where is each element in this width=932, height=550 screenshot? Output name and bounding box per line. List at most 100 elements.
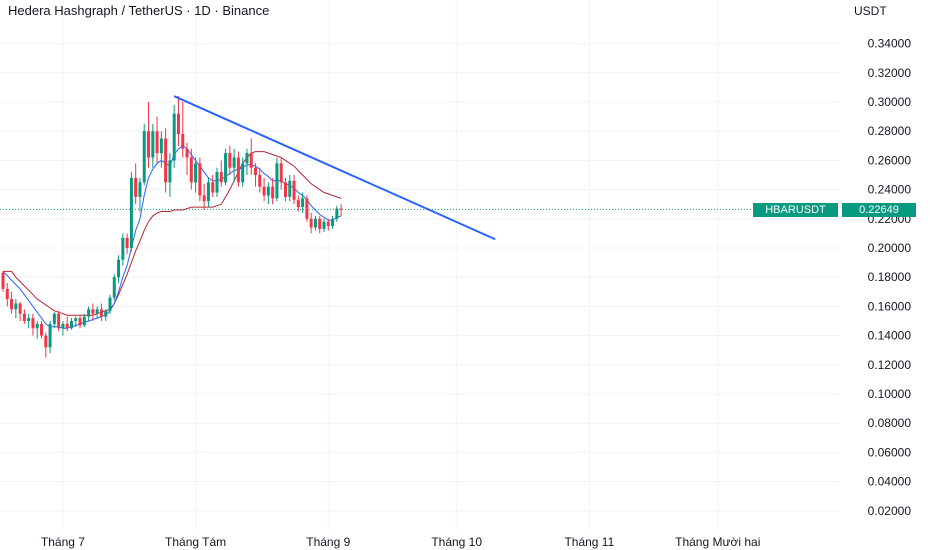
candle-down	[202, 183, 206, 211]
candle-body	[292, 180, 296, 200]
candle-body	[305, 198, 309, 219]
candle-up	[245, 148, 249, 175]
candle-body	[52, 313, 56, 324]
candle-down	[18, 302, 22, 321]
y-tick-label: 0.30000	[868, 95, 912, 109]
candle-up	[159, 131, 163, 168]
candle-down	[31, 313, 35, 336]
candle-up	[108, 294, 112, 314]
candle-down	[44, 332, 48, 358]
candle-down	[305, 195, 309, 222]
candle-up	[151, 123, 155, 168]
candle-body	[151, 131, 155, 158]
candle-up	[104, 309, 108, 321]
candle-up	[206, 177, 210, 208]
candle-up	[27, 313, 31, 329]
candle-down	[318, 215, 322, 234]
candle-body	[206, 182, 210, 202]
candle-body	[228, 153, 232, 168]
candle-down	[236, 151, 240, 187]
candle-body	[1, 272, 5, 289]
candle-up	[194, 157, 198, 193]
y-tick-label: 0.14000	[868, 329, 912, 343]
candle-body	[283, 182, 287, 197]
candle-body	[61, 323, 65, 329]
candle-down	[292, 175, 296, 205]
candle-up	[117, 255, 121, 284]
candle-up	[301, 192, 305, 213]
candle-body	[65, 323, 69, 329]
candle-down	[326, 218, 330, 231]
candle-up	[322, 218, 326, 232]
indicator-fast-line	[2, 145, 342, 329]
candle-up	[87, 306, 91, 321]
x-tick-label: Tháng 9	[306, 535, 350, 549]
candle-body	[125, 237, 129, 248]
candle-body	[129, 177, 133, 248]
candle-body	[202, 195, 206, 202]
candle-body	[245, 153, 249, 164]
y-tick-label: 0.16000	[868, 299, 912, 313]
candle-body	[331, 218, 335, 227]
candle-body	[14, 303, 18, 310]
candle-up	[288, 175, 292, 202]
x-tick-label: Tháng Mười hai	[675, 535, 760, 549]
candle-body	[18, 303, 22, 314]
candle-up	[215, 167, 219, 197]
candle-body	[82, 316, 86, 326]
candle-body	[22, 313, 26, 321]
candle-up	[241, 157, 245, 187]
candle-body	[258, 175, 262, 187]
y-tick-label: 0.24000	[868, 183, 912, 197]
y-tick-label: 0.18000	[868, 270, 912, 284]
y-tick-label: 0.12000	[868, 358, 912, 372]
indicator-slow-line	[3, 151, 342, 316]
candle-body	[134, 177, 138, 197]
trend-layer	[173, 95, 496, 241]
candle-body	[78, 318, 82, 326]
candle-body	[313, 218, 317, 228]
candle-body	[10, 299, 14, 310]
chart-title[interactable]: Hedera Hashgraph / TetherUS · 1D · Binan…	[8, 3, 270, 18]
candle-down	[228, 145, 232, 175]
x-tick-label: Tháng 7	[41, 535, 85, 549]
candle-body	[31, 318, 35, 329]
candle-body	[322, 221, 326, 230]
y-tick-label: 0.20000	[868, 241, 912, 255]
candle-body	[296, 199, 300, 208]
currency-label[interactable]: USDT	[854, 4, 887, 18]
candle-down	[10, 291, 14, 314]
indicator-layer	[2, 145, 342, 329]
candle-body	[271, 186, 275, 199]
y-tick-label: 0.06000	[868, 445, 912, 459]
candle-up	[129, 172, 133, 251]
candle-down	[309, 212, 313, 234]
candle-up	[266, 182, 270, 205]
candle-up	[121, 233, 125, 266]
candle-up	[331, 215, 335, 230]
candle-body	[112, 277, 116, 298]
candle-down	[99, 303, 103, 321]
candle-up	[232, 148, 236, 183]
axis-layer: Tháng 7 Tháng Tám Tháng 9 Tháng 10 Tháng 11 T…	[41, 37, 911, 549]
candle-down	[155, 116, 159, 164]
candle-down	[5, 283, 9, 307]
candle-down	[164, 128, 168, 193]
candle-up	[14, 299, 18, 319]
candle-body	[279, 163, 283, 183]
candle-down	[211, 175, 215, 197]
y-tick-label: 0.08000	[868, 416, 912, 430]
candle-body	[172, 113, 176, 161]
symbol-tag: HBARUSDT	[753, 203, 838, 217]
candle-body	[189, 157, 193, 183]
candle-body	[198, 163, 202, 196]
candle-body	[254, 167, 258, 175]
candle-down	[254, 163, 258, 187]
candle-down	[258, 167, 262, 193]
candle-up	[168, 153, 172, 197]
candle-up	[48, 321, 52, 354]
candle-body	[176, 113, 180, 135]
candle-up	[74, 316, 78, 327]
